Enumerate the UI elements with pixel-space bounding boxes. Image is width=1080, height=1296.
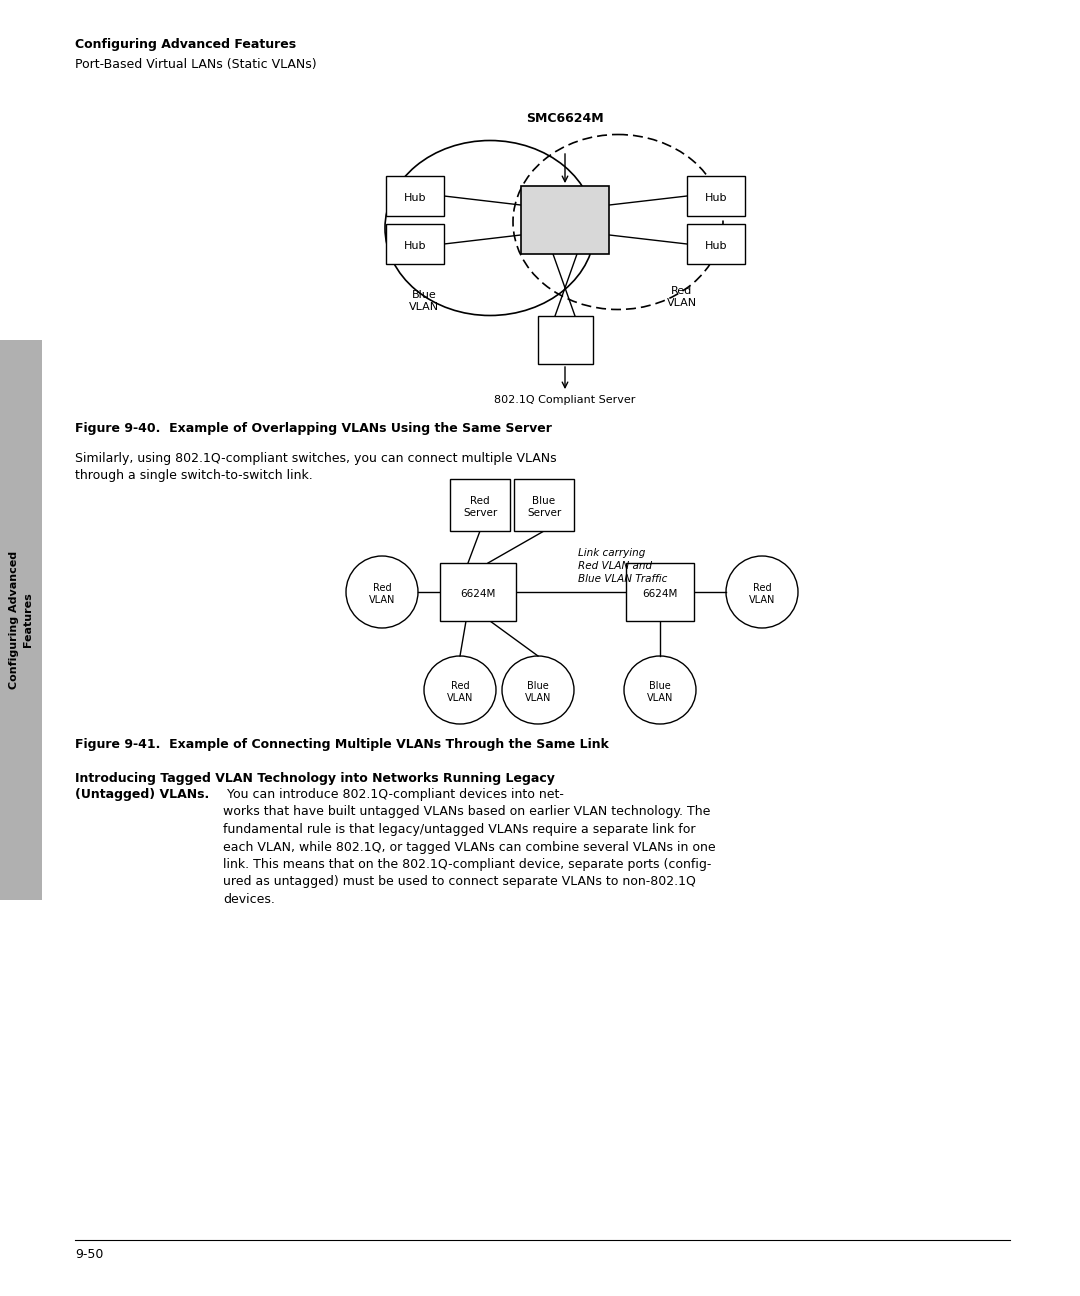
Text: 6624M: 6624M [643,588,677,599]
Bar [538,316,593,364]
Bar [386,224,444,264]
Bar [687,224,745,264]
Text: Configuring Advanced
Features: Configuring Advanced Features [10,551,32,689]
Text: Blue
VLAN: Blue VLAN [647,682,673,702]
Bar [514,480,573,531]
Text: Hub: Hub [404,193,427,203]
Text: Port-Based Virtual LANs (Static VLANs): Port-Based Virtual LANs (Static VLANs) [75,58,316,71]
Text: Similarly, using 802.1Q-compliant switches, you can connect multiple VLANs
throu: Similarly, using 802.1Q-compliant switch… [75,452,556,482]
Bar [450,480,510,531]
Bar [440,562,516,621]
Text: Red
Server: Red Server [463,496,497,518]
Bar [0,340,42,899]
Text: Hub: Hub [705,241,727,251]
Text: Introducing Tagged VLAN Technology into Networks Running Legacy: Introducing Tagged VLAN Technology into … [75,772,555,785]
Text: 802.1Q Compliant Server: 802.1Q Compliant Server [495,395,636,404]
Text: 9-50: 9-50 [75,1248,104,1261]
Text: Link carrying
Red VLAN and
Blue VLAN Traffic: Link carrying Red VLAN and Blue VLAN Tra… [578,548,667,583]
Text: You can introduce 802.1Q-compliant devices into net-
works that have built untag: You can introduce 802.1Q-compliant devic… [222,788,716,906]
Text: Red
VLAN: Red VLAN [667,286,697,308]
Text: SMC6624M: SMC6624M [526,111,604,124]
Text: 6624M: 6624M [460,588,496,599]
Text: Blue
VLAN: Blue VLAN [525,682,551,702]
Text: Blue
Server: Blue Server [527,496,562,518]
Bar [687,176,745,216]
Bar [521,187,609,254]
Text: Configuring Advanced Features: Configuring Advanced Features [75,38,296,51]
Text: Red
VLAN: Red VLAN [748,583,775,605]
Text: Red
VLAN: Red VLAN [368,583,395,605]
Text: Figure 9-40.  Example of Overlapping VLANs Using the Same Server: Figure 9-40. Example of Overlapping VLAN… [75,422,552,435]
Text: Blue
VLAN: Blue VLAN [409,290,440,312]
Text: Hub: Hub [705,193,727,203]
Text: Hub: Hub [404,241,427,251]
Bar [626,562,694,621]
Text: Red
VLAN: Red VLAN [447,682,473,702]
Bar [386,176,444,216]
Text: Figure 9-41.  Example of Connecting Multiple VLANs Through the Same Link: Figure 9-41. Example of Connecting Multi… [75,737,609,750]
Text: (Untagged) VLANs.: (Untagged) VLANs. [75,788,210,801]
